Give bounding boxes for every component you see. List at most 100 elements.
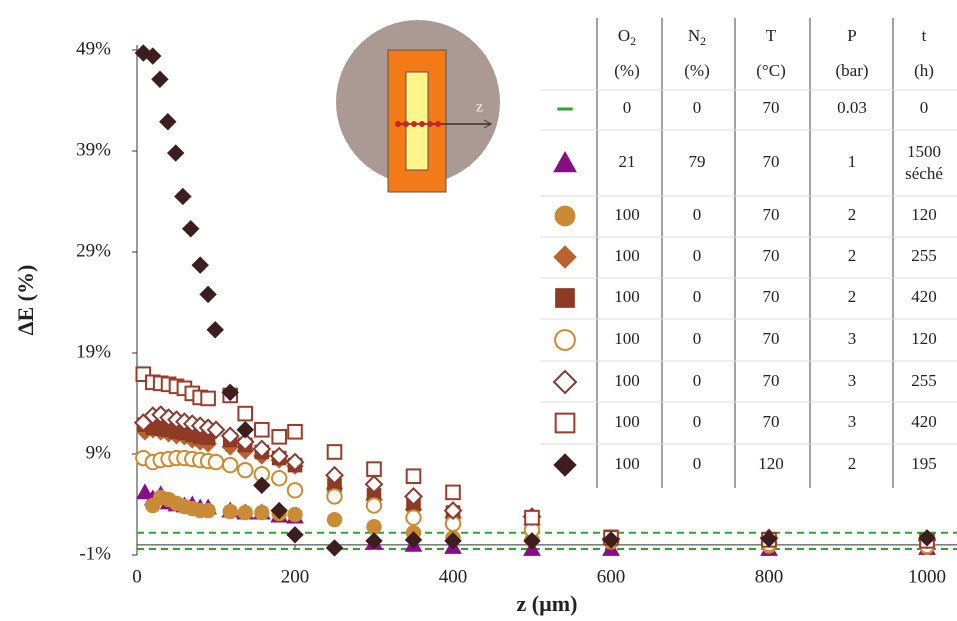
x-axis-title: z (µm) (517, 591, 578, 616)
legend-table: O2(%)N2(%)T(°C)P(bar)t(h)0 0 70 0.03 021 79 70… (540, 18, 957, 490)
table-cell: 100 (614, 246, 640, 265)
point (191, 256, 209, 274)
header-symbol: T (766, 26, 777, 45)
series (135, 449, 936, 555)
table-cell: 420 (911, 412, 937, 431)
table-cell: 0 (623, 98, 632, 117)
point (602, 531, 620, 549)
table-cell: 3 (848, 371, 857, 390)
inset-inner-layer (405, 71, 429, 171)
table-cell: 79 (689, 152, 706, 171)
table-cell: 255 (911, 246, 937, 265)
table-cell: 120 (911, 205, 937, 224)
point (286, 482, 304, 499)
table-cell: 70 (763, 287, 780, 306)
point (253, 476, 271, 495)
table-cell: 70 (763, 246, 780, 265)
point (221, 383, 239, 402)
table-header: t (922, 26, 927, 45)
point (405, 509, 422, 526)
x-tick-label: 1000 (908, 566, 946, 587)
table-cell: 2 (848, 454, 857, 473)
point (151, 70, 169, 88)
point (237, 461, 254, 479)
table-cell: 3 (848, 412, 857, 431)
legend-marker (555, 288, 575, 308)
point (136, 483, 154, 500)
table-cell: 120 (911, 329, 937, 348)
y-tick-label: 29% (76, 240, 111, 261)
table-cell: séché (905, 164, 943, 183)
point (206, 420, 226, 440)
table-header-unit: (°C) (756, 61, 785, 80)
point (524, 509, 540, 526)
table-header: O2 (618, 26, 636, 48)
point (364, 474, 384, 494)
table-cell: 1 (848, 152, 857, 171)
header-symbol: t (922, 26, 927, 45)
point (285, 452, 305, 472)
table-cell: 100 (614, 454, 640, 473)
point (220, 426, 240, 446)
table-header-unit: (bar) (835, 61, 868, 80)
table-cell: 0 (693, 205, 702, 224)
point (222, 503, 238, 520)
point (206, 321, 224, 339)
point (366, 461, 382, 477)
table-header-unit: (h) (914, 61, 934, 80)
table-cell: 2 (848, 205, 857, 224)
table-header: N2 (688, 26, 706, 48)
point (236, 421, 254, 439)
point (760, 530, 778, 548)
point (443, 501, 463, 520)
table-cell: 2 (848, 246, 857, 265)
table-cell: 100 (614, 371, 640, 390)
point (222, 456, 239, 474)
point (271, 429, 287, 445)
point (252, 439, 272, 459)
table-cell: 0.03 (837, 98, 867, 117)
point (326, 488, 343, 505)
table-cell: 0 (693, 454, 702, 473)
x-tick-label: 0 (132, 566, 142, 587)
point (405, 468, 422, 485)
point (270, 501, 288, 520)
table-cell: 100 (614, 205, 640, 224)
table-cell: 120 (758, 454, 784, 473)
point (404, 487, 423, 506)
table-cell: 100 (614, 287, 640, 306)
table-header: T (766, 26, 777, 45)
legend-marker (554, 412, 576, 434)
point (286, 526, 304, 544)
table-background (540, 18, 957, 490)
point (167, 144, 185, 162)
table-cell: 0 (693, 98, 702, 117)
table-cell: 2 (848, 287, 857, 306)
table-cell: 0 (920, 98, 929, 117)
table-cell: 70 (763, 329, 780, 348)
legend-marker (552, 369, 578, 395)
point (207, 453, 225, 471)
legend-marker (553, 245, 577, 269)
table-cell: 0 (693, 412, 702, 431)
inset-diagram: z (336, 20, 500, 193)
header-symbol: P (847, 26, 856, 45)
point (237, 504, 253, 521)
header-subscript: 2 (630, 34, 636, 48)
y-axis-title: ΔE (%) (13, 265, 38, 336)
point (523, 532, 541, 550)
table-cell: 70 (763, 371, 780, 390)
series (137, 531, 957, 550)
point (404, 531, 423, 549)
point (200, 502, 216, 519)
point (325, 465, 344, 485)
legend-marker (553, 453, 577, 477)
y-tick-label: 19% (76, 341, 111, 362)
point (326, 511, 343, 528)
table-cell: 3 (848, 329, 857, 348)
point (235, 432, 255, 452)
table-header-unit: (%) (614, 61, 639, 80)
x-tick-label: 800 (755, 566, 784, 587)
header-symbol: O (618, 26, 630, 45)
